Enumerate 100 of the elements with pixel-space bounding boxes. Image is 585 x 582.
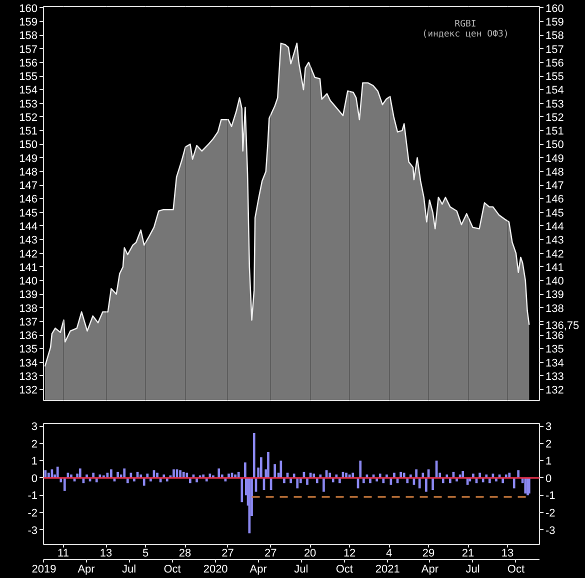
y2-tick-label: 139: [546, 289, 564, 302]
x2-tick-label: Apr: [78, 564, 96, 576]
y2-tick-label: 147: [546, 180, 564, 192]
y2-tick-label: 155: [546, 71, 564, 84]
y2-tick-label: 136: [546, 330, 564, 342]
text: (индекс цен ОФЗ): [422, 30, 509, 40]
y2-tick-label: 3: [546, 421, 552, 434]
y2-tick-label: 152: [546, 112, 564, 124]
x-tick-label: 5: [142, 548, 149, 560]
y2-tick-label: 148: [546, 166, 564, 178]
y2-tick-label: 145: [546, 207, 564, 220]
y-tick-label: 145: [19, 207, 38, 220]
bar: [280, 460, 282, 478]
y-tick-label: 150: [19, 139, 38, 152]
bar: [252, 433, 256, 478]
y2-tick-label: 141: [546, 262, 564, 274]
y2-tick-label: -3: [546, 524, 556, 537]
y-tick-label: 132: [19, 384, 38, 397]
y-tick-label: 1: [31, 456, 38, 468]
bar: [78, 468, 82, 478]
y2-tick-label: 135: [546, 344, 564, 356]
bar: [218, 468, 220, 478]
y2-tick-label: 157: [546, 44, 564, 56]
y-tick-label: 139: [19, 289, 38, 302]
bar: [359, 460, 362, 478]
y-tick-label: 2: [31, 438, 38, 450]
y-tick-label: 159: [19, 16, 38, 28]
y-tick-label: 153: [19, 98, 38, 110]
y-tick-label: 146: [19, 194, 38, 206]
y2-tick-label: 146: [546, 194, 564, 206]
bar: [432, 478, 434, 490]
y2-tick-label: -2: [546, 508, 556, 520]
bar: [512, 478, 516, 488]
y-tick-label: 138: [19, 302, 38, 315]
y-tick-label: 134: [19, 357, 38, 370]
x-tick-label: 21: [462, 548, 474, 560]
y2-tick-label: 159: [546, 16, 564, 28]
text: RGBI: [454, 20, 476, 30]
bar: [322, 478, 325, 492]
y2-tick-label: 151: [546, 126, 564, 138]
y-tick-label: 156: [19, 57, 38, 70]
bar: [418, 478, 421, 488]
y-tick-label: 0: [31, 472, 38, 485]
y2-tick-label: 160: [546, 2, 564, 15]
y-tick-label: 147: [19, 180, 38, 192]
y2-tick-label: 153: [546, 98, 564, 110]
y-tick-label: 157: [19, 44, 38, 56]
y-tick-label: -3: [28, 524, 38, 537]
x2-tick-label: Jul: [294, 564, 308, 576]
x-tick-label: 27: [264, 548, 277, 560]
y2-tick-label: -1: [546, 490, 556, 502]
x2-tick-label: 2021: [375, 564, 400, 576]
y-tick-label: 149: [19, 152, 38, 165]
x2-tick-label: Oct: [336, 564, 353, 576]
y-tick-label: 140: [19, 276, 38, 288]
y2-tick-label: 144: [546, 220, 564, 233]
y-tick-label: -2: [28, 508, 38, 520]
bar: [248, 478, 251, 534]
y-tick-label: 151: [19, 126, 38, 138]
y2-tick-label: 150: [546, 139, 564, 152]
bar: [244, 462, 246, 478]
y-tick-label: 135: [19, 344, 38, 356]
x-tick-label: 28: [178, 548, 192, 560]
x-tick-label: 13: [501, 548, 514, 560]
y2-tick-label: 134: [546, 357, 564, 370]
x2-tick-label: 2020: [203, 564, 228, 576]
y2-tick-label: 136,75: [546, 320, 580, 332]
x2-tick-label: Jul: [466, 564, 480, 576]
y2-tick-label: 149: [546, 152, 564, 165]
bar: [524, 478, 527, 494]
y2-tick-label: 1: [546, 456, 552, 468]
bar: [240, 478, 244, 502]
y-tick-label: 158: [19, 30, 38, 42]
bar: [274, 464, 276, 478]
x-tick-label: 12: [343, 548, 356, 560]
y-tick-label: 144: [19, 220, 38, 233]
x2-tick-label: Oct: [507, 564, 525, 576]
y2-tick-label: 156: [546, 57, 564, 70]
y2-tick-label: 154: [546, 84, 564, 97]
y2-tick-label: 143: [546, 234, 564, 247]
y-tick-label: 143: [19, 234, 38, 247]
y2-tick-label: 2: [546, 438, 552, 450]
bar: [425, 478, 428, 492]
y-tick-label: 160: [19, 2, 38, 15]
y2-tick-label: 140: [546, 276, 564, 288]
y-tick-label: 142: [19, 248, 38, 260]
y-tick-label: 136: [19, 330, 38, 342]
x-tick-label: 4: [386, 548, 392, 560]
x-tick-label: 11: [58, 548, 69, 560]
y-tick-label: 3: [31, 421, 38, 434]
y2-tick-label: 133: [546, 370, 564, 383]
y-tick-label: 148: [19, 166, 38, 178]
y2-tick-label: 138: [546, 302, 564, 315]
y-tick-label: 155: [19, 71, 38, 84]
y2-tick-label: 132: [546, 384, 564, 397]
y2-tick-label: 158: [546, 30, 564, 42]
x-tick-label: 29: [422, 548, 435, 560]
x2-tick-label: Jul: [122, 564, 136, 576]
y2-tick-label: 142: [546, 248, 564, 260]
y-tick-label: 152: [19, 112, 38, 124]
